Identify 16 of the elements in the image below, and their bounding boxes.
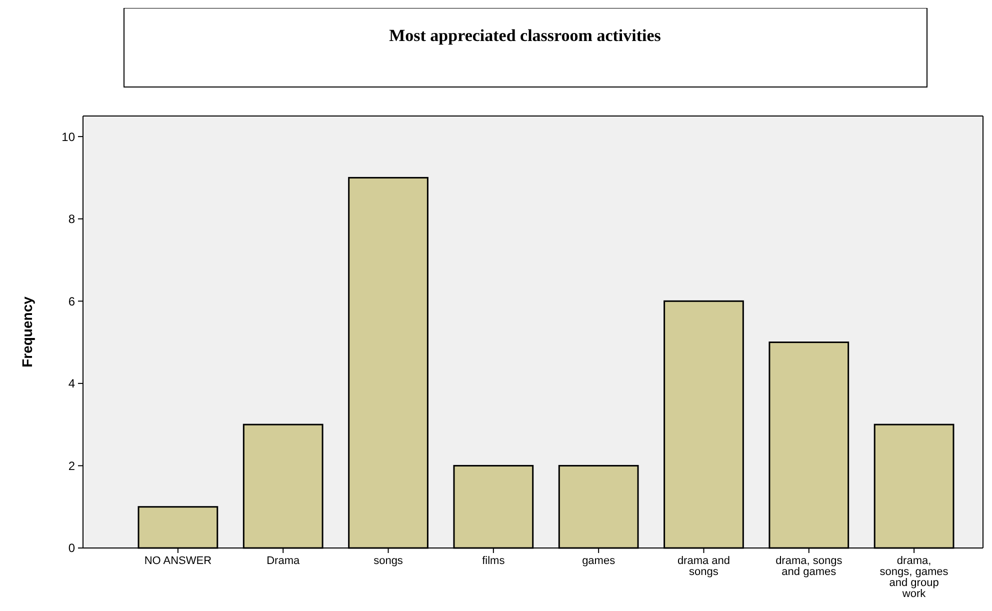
y-axis-title: Frequency — [19, 296, 35, 368]
x-tick-label: NO ANSWER — [144, 555, 212, 567]
x-tick-label: films — [482, 555, 506, 567]
x-tick-label: drama, songs and games — [776, 555, 843, 578]
y-tick-label: 10 — [62, 130, 76, 144]
x-tick-label: drama, songs, games and group work — [880, 555, 949, 600]
y-tick-label: 4 — [68, 376, 76, 391]
x-tick-label: drama and songs — [677, 555, 730, 578]
x-tick-label: games — [582, 555, 616, 567]
y-tick-label: 6 — [68, 294, 76, 308]
y-tick-label: 2 — [68, 458, 76, 473]
x-tick-label: Drama — [266, 555, 300, 567]
chart-title: Most appreciated classroom activities — [389, 26, 662, 45]
x-tick-label: songs — [374, 555, 404, 567]
y-tick-label: 8 — [68, 212, 76, 226]
y-tick-label: 0 — [68, 541, 76, 556]
